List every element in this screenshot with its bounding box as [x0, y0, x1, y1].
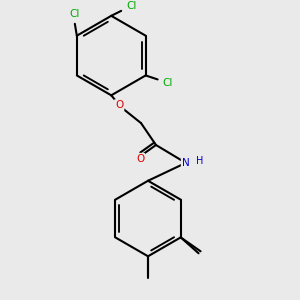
Text: Cl: Cl	[70, 9, 80, 19]
Text: Cl: Cl	[126, 1, 136, 11]
Text: H: H	[196, 156, 203, 166]
Text: O: O	[115, 100, 123, 110]
Text: Cl: Cl	[162, 78, 173, 88]
Text: N: N	[182, 158, 190, 168]
Text: O: O	[136, 154, 144, 164]
